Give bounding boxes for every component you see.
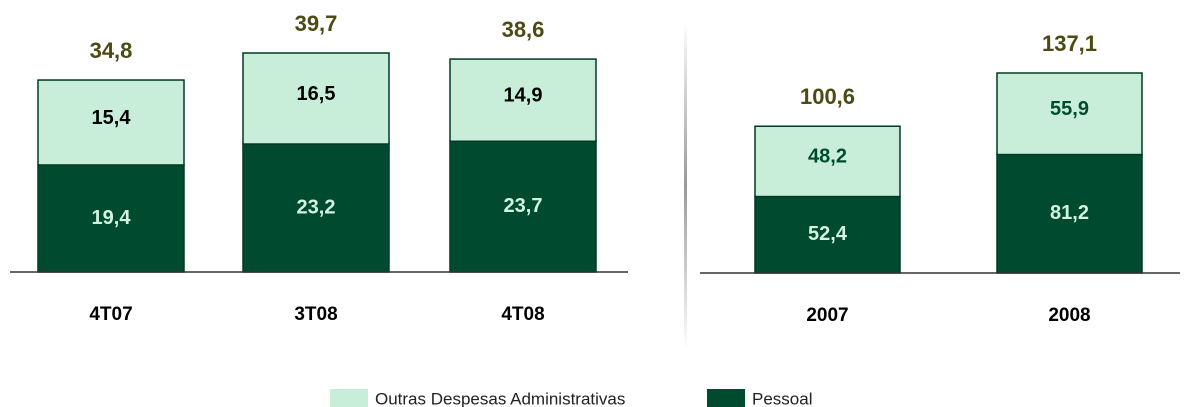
value-label: 23,2 [297, 196, 336, 218]
value-label: 15,4 [92, 107, 132, 129]
x-tick-label: 4T07 [89, 304, 132, 325]
x-tick-label: 2008 [1048, 305, 1090, 326]
bar-segment [37, 164, 185, 273]
legend-swatch [330, 389, 368, 407]
total-label: 39,7 [295, 11, 338, 36]
total-label: 137,1 [1042, 31, 1097, 56]
value-label: 14,9 [504, 84, 543, 106]
separator [684, 20, 687, 350]
x-tick-label: 2007 [806, 305, 848, 326]
bar-segment [449, 58, 597, 143]
bar-segment [242, 52, 390, 145]
bar-segment [754, 125, 901, 198]
legend-label: Outras Despesas Administrativas [375, 389, 625, 407]
total-label: 34,8 [90, 38, 133, 63]
value-label: 48,2 [808, 146, 847, 168]
value-label: 55,9 [1050, 98, 1089, 120]
value-label: 16,5 [297, 83, 336, 105]
x-tick-label: 3T08 [294, 304, 337, 325]
bar-segment [754, 195, 901, 274]
bar-segment [996, 153, 1143, 274]
bar-segment [996, 72, 1143, 156]
value-label: 19,4 [92, 207, 132, 229]
total-label: 100,6 [800, 84, 855, 109]
x-tick-label: 4T08 [501, 304, 544, 325]
value-label: 52,4 [808, 223, 848, 245]
value-label: 23,7 [504, 195, 543, 217]
bar-segment [37, 79, 185, 166]
legend-label: Pessoal [752, 389, 812, 407]
bar-segment [449, 140, 597, 273]
legend-swatch [707, 389, 745, 407]
value-label: 81,2 [1050, 202, 1089, 224]
total-label: 38,6 [502, 17, 545, 42]
